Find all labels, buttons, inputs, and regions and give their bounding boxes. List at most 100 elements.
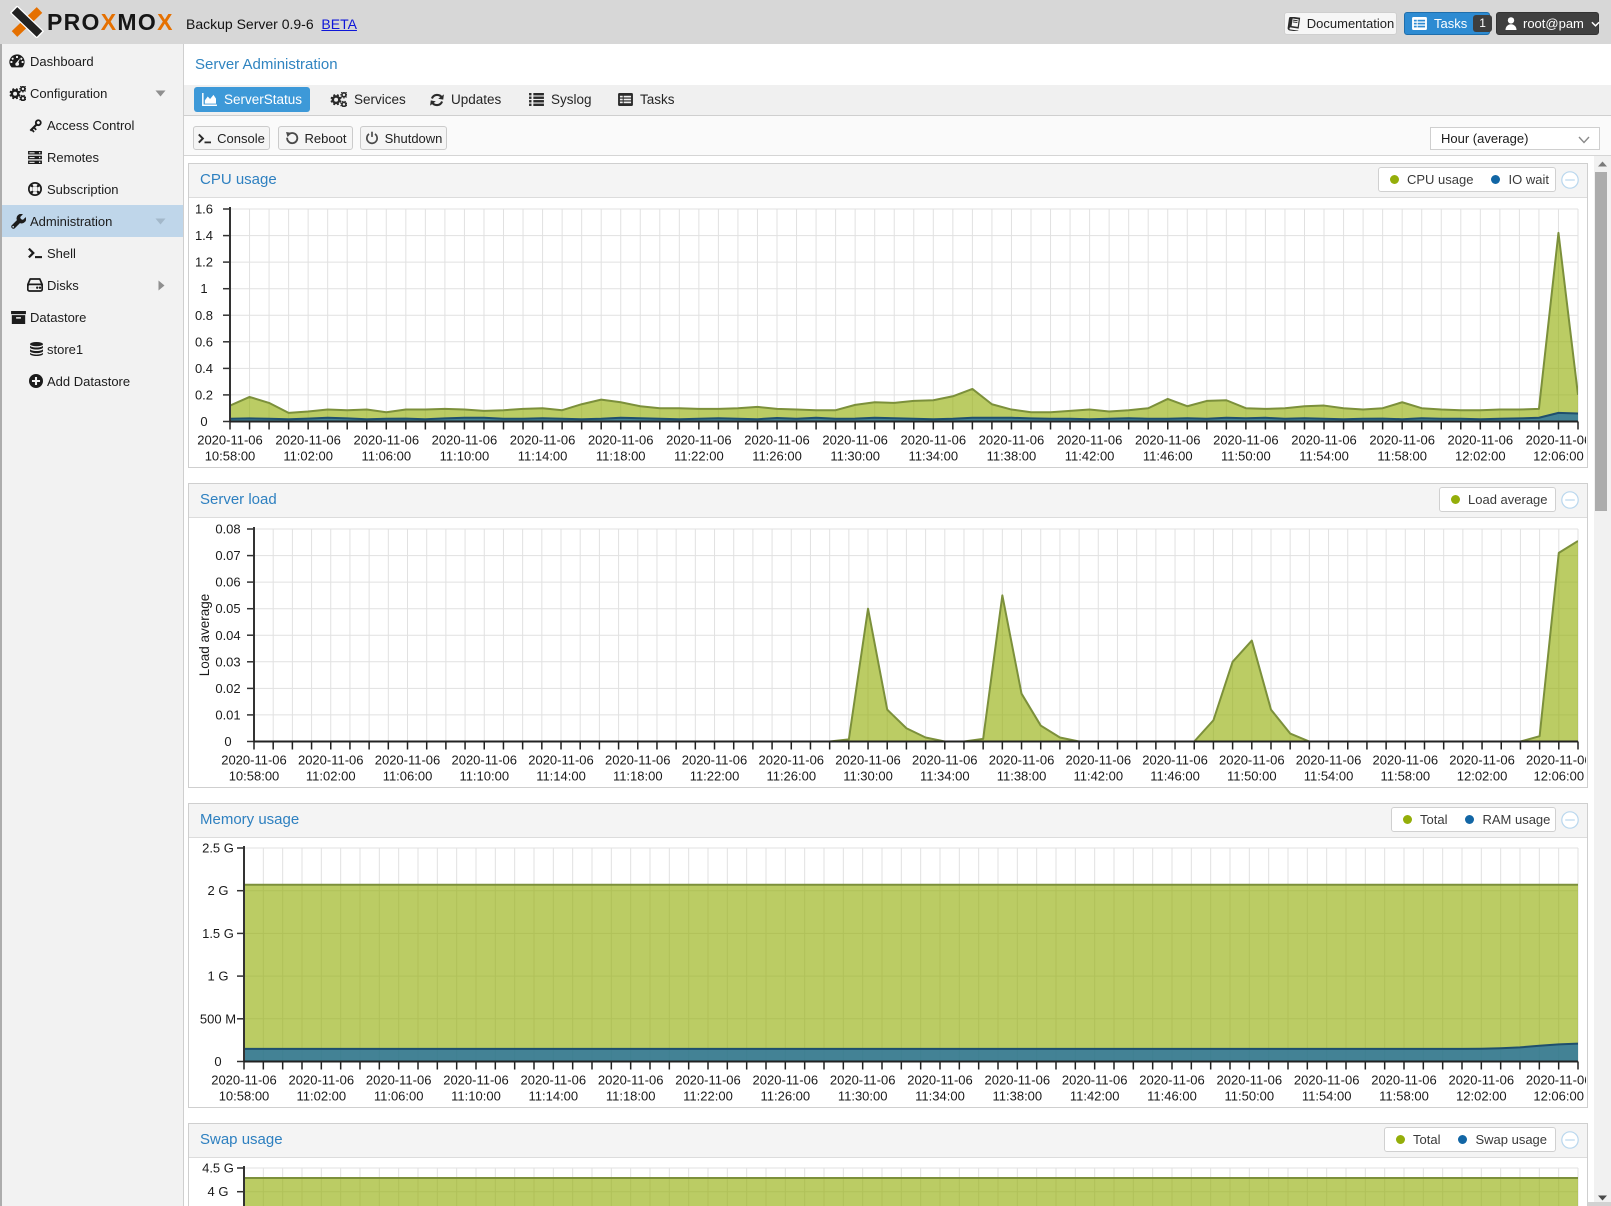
svg-text:2020-11-06: 2020-11-06 bbox=[675, 1073, 741, 1088]
svg-text:11:14:00: 11:14:00 bbox=[529, 1089, 579, 1104]
svg-text:11:30:00: 11:30:00 bbox=[843, 769, 893, 784]
svg-text:2020-11-06: 2020-11-06 bbox=[443, 1073, 509, 1088]
svg-text:2020-11-06: 2020-11-06 bbox=[1448, 433, 1514, 448]
svg-text:2020-11-06: 2020-11-06 bbox=[375, 753, 441, 768]
svg-text:11:30:00: 11:30:00 bbox=[838, 1089, 888, 1104]
svg-text:2020-11-06: 2020-11-06 bbox=[753, 1073, 819, 1088]
svg-text:2020-11-06: 2020-11-06 bbox=[985, 1073, 1051, 1088]
svg-text:0.08: 0.08 bbox=[215, 522, 240, 537]
svg-text:11:50:00: 11:50:00 bbox=[1221, 449, 1271, 464]
svg-text:11:50:00: 11:50:00 bbox=[1225, 1089, 1275, 1104]
svg-text:11:58:00: 11:58:00 bbox=[1379, 1089, 1429, 1104]
svg-text:0.02: 0.02 bbox=[215, 681, 240, 696]
svg-text:11:22:00: 11:22:00 bbox=[690, 769, 740, 784]
svg-text:2020-11-06: 2020-11-06 bbox=[744, 433, 810, 448]
svg-text:11:22:00: 11:22:00 bbox=[683, 1089, 733, 1104]
svg-text:11:34:00: 11:34:00 bbox=[920, 769, 970, 784]
svg-text:2020-11-06: 2020-11-06 bbox=[989, 753, 1055, 768]
svg-text:11:50:00: 11:50:00 bbox=[1227, 769, 1277, 784]
svg-text:0.03: 0.03 bbox=[215, 654, 240, 669]
svg-text:2020-11-06: 2020-11-06 bbox=[298, 753, 364, 768]
svg-text:11:30:00: 11:30:00 bbox=[830, 449, 880, 464]
svg-text:2020-11-06: 2020-11-06 bbox=[354, 433, 420, 448]
svg-text:2020-11-06: 2020-11-06 bbox=[289, 1073, 355, 1088]
svg-text:2020-11-06: 2020-11-06 bbox=[521, 1073, 587, 1088]
svg-text:500 M: 500 M bbox=[200, 1011, 236, 1026]
svg-text:11:38:00: 11:38:00 bbox=[993, 1089, 1043, 1104]
svg-text:11:46:00: 11:46:00 bbox=[1143, 449, 1193, 464]
svg-text:2020-11-06: 2020-11-06 bbox=[1526, 1073, 1586, 1088]
svg-text:1.4: 1.4 bbox=[195, 228, 213, 243]
svg-text:11:46:00: 11:46:00 bbox=[1147, 1089, 1197, 1104]
svg-text:11:38:00: 11:38:00 bbox=[987, 449, 1037, 464]
svg-text:12:06:00: 12:06:00 bbox=[1534, 769, 1585, 784]
svg-text:11:34:00: 11:34:00 bbox=[908, 449, 958, 464]
svg-text:2020-11-06: 2020-11-06 bbox=[912, 753, 978, 768]
svg-text:12:02:00: 12:02:00 bbox=[1457, 769, 1508, 784]
svg-text:12:06:00: 12:06:00 bbox=[1533, 1089, 1584, 1104]
svg-text:2 G: 2 G bbox=[208, 883, 229, 898]
svg-text:2020-11-06: 2020-11-06 bbox=[1142, 753, 1208, 768]
svg-text:11:38:00: 11:38:00 bbox=[997, 769, 1047, 784]
svg-text:2020-11-06: 2020-11-06 bbox=[979, 433, 1045, 448]
svg-text:11:10:00: 11:10:00 bbox=[451, 1089, 501, 1104]
svg-text:2020-11-06: 2020-11-06 bbox=[759, 753, 825, 768]
svg-text:0.6: 0.6 bbox=[195, 334, 213, 349]
svg-text:2020-11-06: 2020-11-06 bbox=[1296, 753, 1362, 768]
svg-text:11:26:00: 11:26:00 bbox=[766, 769, 816, 784]
svg-text:11:42:00: 11:42:00 bbox=[1073, 769, 1123, 784]
svg-text:1 G: 1 G bbox=[208, 969, 229, 984]
svg-text:0.01: 0.01 bbox=[215, 707, 240, 722]
svg-text:11:06:00: 11:06:00 bbox=[383, 769, 433, 784]
svg-text:11:18:00: 11:18:00 bbox=[613, 769, 663, 784]
svg-text:10:58:00: 10:58:00 bbox=[219, 1089, 270, 1104]
svg-text:11:10:00: 11:10:00 bbox=[459, 769, 509, 784]
svg-text:2020-11-06: 2020-11-06 bbox=[1294, 1073, 1360, 1088]
svg-text:11:18:00: 11:18:00 bbox=[596, 449, 646, 464]
svg-text:2020-11-06: 2020-11-06 bbox=[1371, 1073, 1437, 1088]
svg-text:1.5 G: 1.5 G bbox=[202, 926, 234, 941]
svg-text:0.4: 0.4 bbox=[195, 361, 213, 376]
svg-text:12:06:00: 12:06:00 bbox=[1533, 449, 1584, 464]
svg-text:0.2: 0.2 bbox=[195, 387, 213, 402]
svg-text:11:54:00: 11:54:00 bbox=[1304, 769, 1354, 784]
svg-text:11:10:00: 11:10:00 bbox=[440, 449, 490, 464]
svg-text:11:02:00: 11:02:00 bbox=[297, 1089, 347, 1104]
svg-text:2020-11-06: 2020-11-06 bbox=[221, 753, 287, 768]
svg-text:2020-11-06: 2020-11-06 bbox=[1449, 753, 1515, 768]
svg-text:0.05: 0.05 bbox=[215, 601, 240, 616]
svg-text:2020-11-06: 2020-11-06 bbox=[366, 1073, 432, 1088]
svg-text:2020-11-06: 2020-11-06 bbox=[835, 753, 901, 768]
svg-text:0: 0 bbox=[200, 414, 207, 429]
svg-text:2020-11-06: 2020-11-06 bbox=[1135, 433, 1201, 448]
svg-text:2020-11-06: 2020-11-06 bbox=[1066, 753, 1132, 768]
svg-text:2020-11-06: 2020-11-06 bbox=[528, 753, 594, 768]
svg-text:11:18:00: 11:18:00 bbox=[606, 1089, 656, 1104]
svg-text:12:02:00: 12:02:00 bbox=[1456, 1089, 1507, 1104]
svg-text:2.5 G: 2.5 G bbox=[202, 841, 234, 856]
svg-text:2020-11-06: 2020-11-06 bbox=[588, 433, 654, 448]
svg-text:2020-11-06: 2020-11-06 bbox=[1526, 433, 1586, 448]
svg-text:2020-11-06: 2020-11-06 bbox=[275, 433, 341, 448]
svg-text:11:06:00: 11:06:00 bbox=[361, 449, 411, 464]
svg-text:11:54:00: 11:54:00 bbox=[1302, 1089, 1352, 1104]
svg-text:2020-11-06: 2020-11-06 bbox=[211, 1073, 277, 1088]
svg-text:0.8: 0.8 bbox=[195, 308, 213, 323]
svg-text:4.5 G: 4.5 G bbox=[202, 1161, 234, 1176]
svg-text:2020-11-06: 2020-11-06 bbox=[605, 753, 671, 768]
svg-text:11:14:00: 11:14:00 bbox=[536, 769, 586, 784]
svg-text:10:58:00: 10:58:00 bbox=[229, 769, 280, 784]
svg-text:2020-11-06: 2020-11-06 bbox=[1062, 1073, 1128, 1088]
svg-text:2020-11-06: 2020-11-06 bbox=[901, 433, 967, 448]
svg-text:11:34:00: 11:34:00 bbox=[915, 1089, 965, 1104]
svg-text:Load average: Load average bbox=[197, 594, 212, 677]
svg-text:2020-11-06: 2020-11-06 bbox=[666, 433, 732, 448]
svg-text:11:26:00: 11:26:00 bbox=[761, 1089, 811, 1104]
svg-text:2020-11-06: 2020-11-06 bbox=[1139, 1073, 1205, 1088]
svg-text:2020-11-06: 2020-11-06 bbox=[598, 1073, 664, 1088]
svg-text:1.2: 1.2 bbox=[195, 255, 213, 270]
svg-text:2020-11-06: 2020-11-06 bbox=[907, 1073, 973, 1088]
svg-text:11:42:00: 11:42:00 bbox=[1070, 1089, 1120, 1104]
svg-text:11:58:00: 11:58:00 bbox=[1377, 449, 1427, 464]
svg-text:11:22:00: 11:22:00 bbox=[674, 449, 724, 464]
